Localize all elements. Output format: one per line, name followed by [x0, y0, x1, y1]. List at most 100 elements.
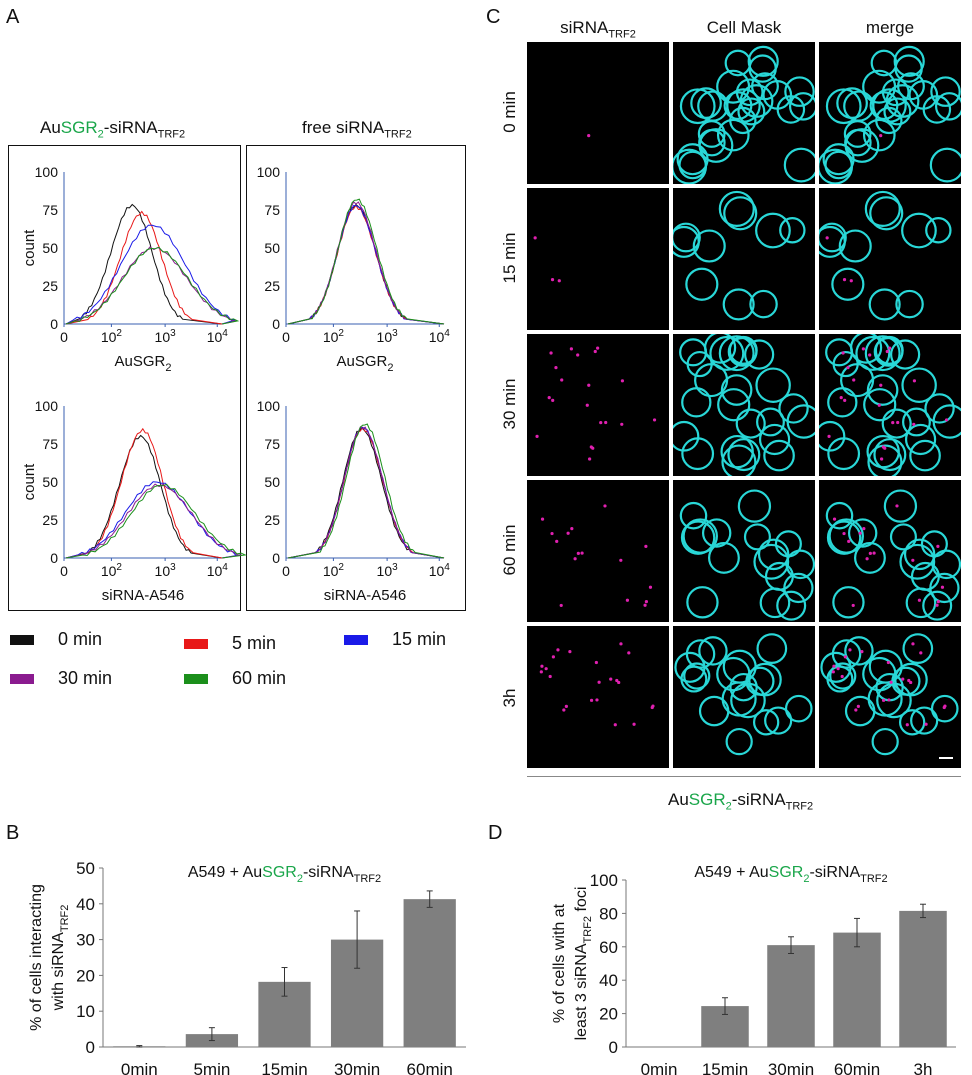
cell-outline [778, 393, 809, 424]
cell-outline [786, 404, 815, 439]
cell-outline [930, 76, 961, 107]
cell-outline [819, 225, 846, 258]
micrograph-r0-c2 [819, 42, 961, 184]
flow-xlabel-sub: 2 [387, 362, 393, 374]
row-label-30min: 30 min [500, 378, 519, 430]
micrograph-r0-c0 [527, 42, 669, 184]
flow-curve-15min [287, 426, 445, 559]
sirna-focus [609, 677, 613, 681]
legend-60min: 60 min [184, 668, 286, 689]
cell-outline [881, 408, 912, 439]
bar-ytick-label: 40 [76, 895, 95, 914]
sirna-focus [560, 378, 564, 382]
cell-outline [698, 128, 734, 163]
micrograph-svg [825, 489, 961, 621]
sirna-focus [940, 585, 945, 589]
title-post-sub: TRF2 [354, 873, 382, 885]
cell-outline [929, 147, 961, 183]
flow-xtick-label: 103 [155, 328, 177, 345]
cell-outline [844, 128, 880, 163]
sirna-focus [551, 655, 555, 659]
cell-outline [748, 54, 777, 83]
legend-swatch-30min [10, 673, 34, 684]
flow-xlabel: AuSGR2 [337, 353, 394, 374]
flow-xtick-label: 103 [377, 328, 399, 345]
flow-curve-60min [287, 198, 445, 325]
sirna-focus [588, 457, 592, 461]
sirna-focus [549, 351, 553, 355]
bar-chart-d: A549 + AuSGR2-siRNATRF2 0 20 40 60 80 100 % of … [551, 864, 956, 1075]
flow-title-left: AuSGR2-siRNATRF2 [40, 118, 186, 141]
sirna-focus [846, 365, 850, 370]
sirna-focus [936, 544, 940, 548]
cell-outline [864, 335, 901, 372]
cell-outline [909, 439, 941, 472]
cell-outline [716, 69, 751, 104]
bar-ytick-label: 100 [590, 871, 618, 890]
cell-outline [764, 706, 793, 735]
cell-outline [862, 118, 896, 152]
row-label-60min: 60 min [500, 524, 519, 576]
sirna-focus [896, 420, 900, 425]
cell-outline [871, 727, 899, 756]
bar-ytick-label: 20 [599, 1005, 618, 1024]
micrograph-svg [819, 45, 961, 184]
cell-outline [779, 217, 806, 244]
bar-ytick-label: 30 [76, 931, 95, 950]
flow-subplot-0: 0 25 50 75 100 0 102 103 104 count AuSGR2 [21, 164, 240, 374]
flow-ytick-label: 100 [257, 398, 281, 414]
sirna-focus [862, 527, 866, 531]
cell-outline [832, 586, 865, 619]
sirna-focus [544, 667, 548, 671]
cell-outline [755, 212, 791, 249]
cell-outline [679, 88, 716, 125]
sirna-focus [842, 531, 846, 536]
sirna-focus [881, 445, 885, 449]
cell-outline [934, 92, 961, 121]
micrograph-svg [673, 190, 806, 321]
cell-outline [698, 695, 730, 727]
cell-outline [681, 437, 715, 471]
cell-outline [690, 87, 722, 119]
panel-label-a: A [6, 6, 20, 28]
cell-outline [836, 87, 868, 119]
cell-outline [827, 437, 861, 471]
title-green: SGR [769, 864, 804, 881]
sirna-focus [865, 557, 869, 561]
cell-outline [903, 538, 936, 571]
sirna-focus [860, 650, 864, 654]
sirna-focus [879, 134, 883, 138]
cell-outline [828, 518, 864, 554]
flow-ytick-label: 75 [264, 436, 280, 452]
sirna-focus [648, 585, 653, 589]
sirna-focus [877, 403, 881, 407]
flow-curve-30min [65, 246, 237, 325]
flow-xtick-exponent: 2 [116, 328, 122, 339]
cell-outline [898, 709, 926, 736]
flow-xlabel-sub: 2 [165, 362, 171, 374]
cell-outline [783, 147, 815, 183]
cell-outline [685, 639, 716, 669]
cell-outline [737, 489, 772, 523]
sirna-focus [847, 539, 851, 543]
sirna-focus [849, 279, 853, 283]
sirna-focus [564, 704, 568, 708]
sirna-focus [596, 346, 600, 350]
sirna-focus [569, 347, 573, 351]
sirna-focus [595, 698, 599, 702]
cell-outline [673, 222, 701, 253]
cell-outline [902, 633, 934, 664]
flow-ytick-label: 100 [257, 164, 281, 180]
sirna-focus [839, 396, 843, 400]
cell-outline [755, 367, 791, 403]
panel-label-b: B [6, 822, 20, 844]
flow-ytick-label: 75 [42, 436, 58, 452]
legend-swatch-60min [184, 673, 208, 684]
cell-outline [894, 54, 923, 83]
cell-outline [866, 374, 899, 406]
cell-outline [756, 407, 785, 437]
cell-outline [922, 590, 953, 621]
sirna-focus [550, 531, 554, 536]
sirna-focus [540, 664, 544, 668]
sirna-focus [911, 558, 915, 562]
